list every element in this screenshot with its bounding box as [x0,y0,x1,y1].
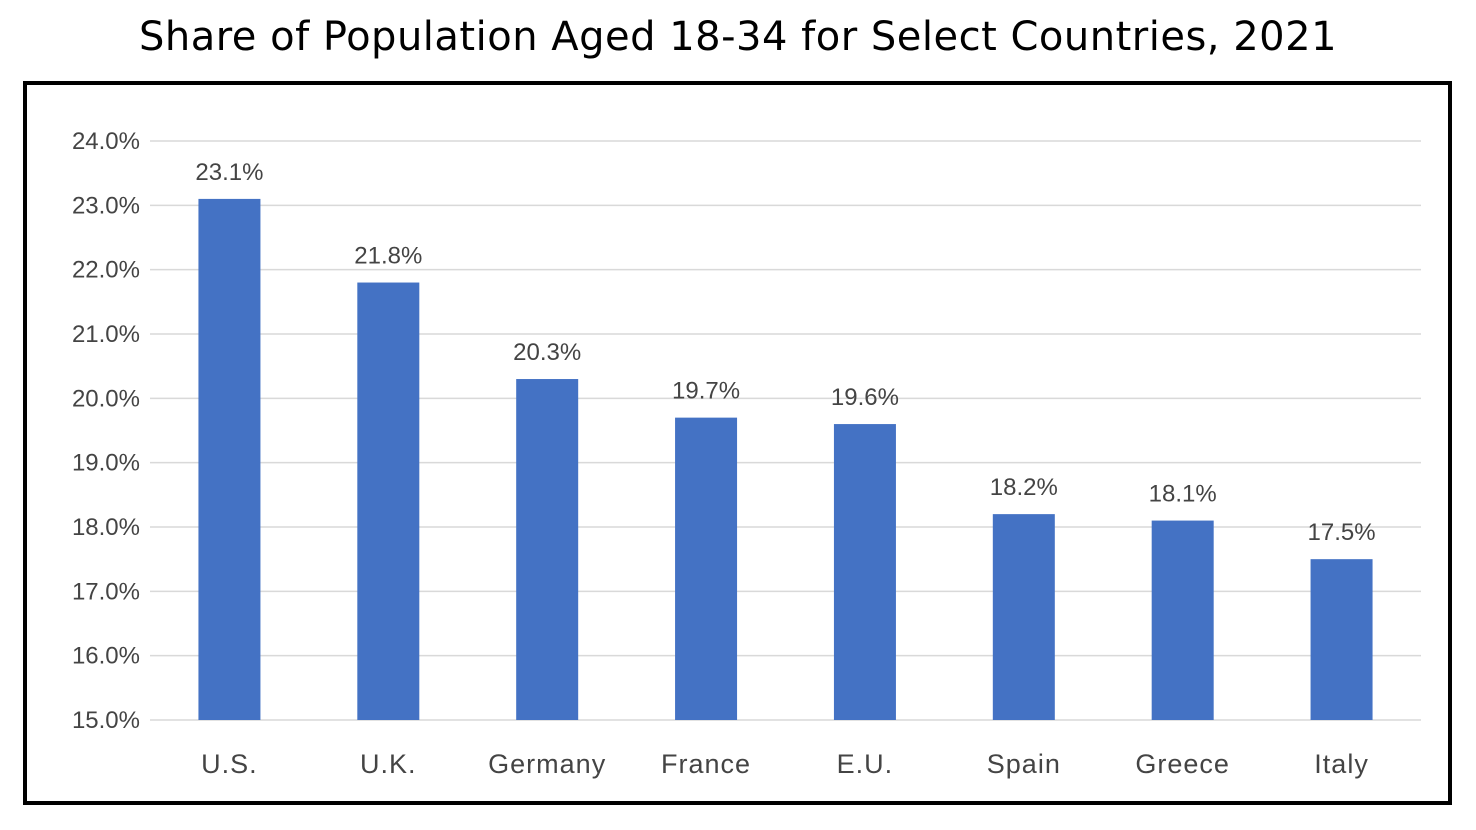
gridlines [150,140,1421,721]
category-label: Germany [488,749,606,779]
category-label: U.S. [201,749,258,779]
bar [992,514,1055,720]
bar [675,417,738,720]
bar-chart: 15.0% 16.0% 17.0% 18.0% 19.0% 20.0% 21.0% 22.0%… [72,128,1421,779]
data-label: 18.1% [1149,481,1217,508]
data-label: 23.1% [195,159,263,186]
chart-title: Share of Population Aged 18-34 for Selec… [138,14,1338,60]
bars [198,198,1373,720]
bar [1310,559,1373,720]
category-label: E.U. [837,749,894,779]
y-tick-label: 20.0% [72,385,140,412]
y-tick-label: 22.0% [72,257,140,284]
y-tick-label: 15.0% [72,707,140,734]
y-tick-label: 18.0% [72,514,140,541]
y-tick-label: 17.0% [72,578,140,605]
category-label: France [661,749,751,779]
bar [1151,520,1214,720]
data-label: 21.8% [354,243,422,270]
category-label: Spain [987,749,1061,779]
chart-frame: 15.0% 16.0% 17.0% 18.0% 19.0% 20.0% 21.0% 22.0%… [23,81,1452,805]
data-label: 17.5% [1308,519,1376,546]
category-label: Italy [1314,749,1369,779]
data-label: 20.3% [513,339,581,366]
data-label: 19.6% [831,384,899,411]
category-label: U.K. [360,749,417,779]
y-tick-label: 21.0% [72,321,140,348]
data-label: 18.2% [990,474,1058,501]
y-tick-label: 19.0% [72,450,140,477]
bar [516,379,579,720]
bar [833,424,896,720]
y-tick-label: 24.0% [72,128,140,155]
y-tick-label: 16.0% [72,643,140,670]
y-axis-ticks: 15.0% 16.0% 17.0% 18.0% 19.0% 20.0% 21.0% 22.0%… [72,128,140,734]
x-axis-categories: U.S. U.K. Germany France E.U. Spain Greece Ital… [201,749,1369,779]
data-labels: 23.1% 21.8% 20.3% 19.7% 19.6% 18.2% 18.1% 17.5% [195,159,1375,546]
bar [198,198,261,720]
category-label: Greece [1135,749,1230,779]
data-label: 19.7% [672,378,740,405]
y-tick-label: 23.0% [72,192,140,219]
bar [357,282,420,720]
